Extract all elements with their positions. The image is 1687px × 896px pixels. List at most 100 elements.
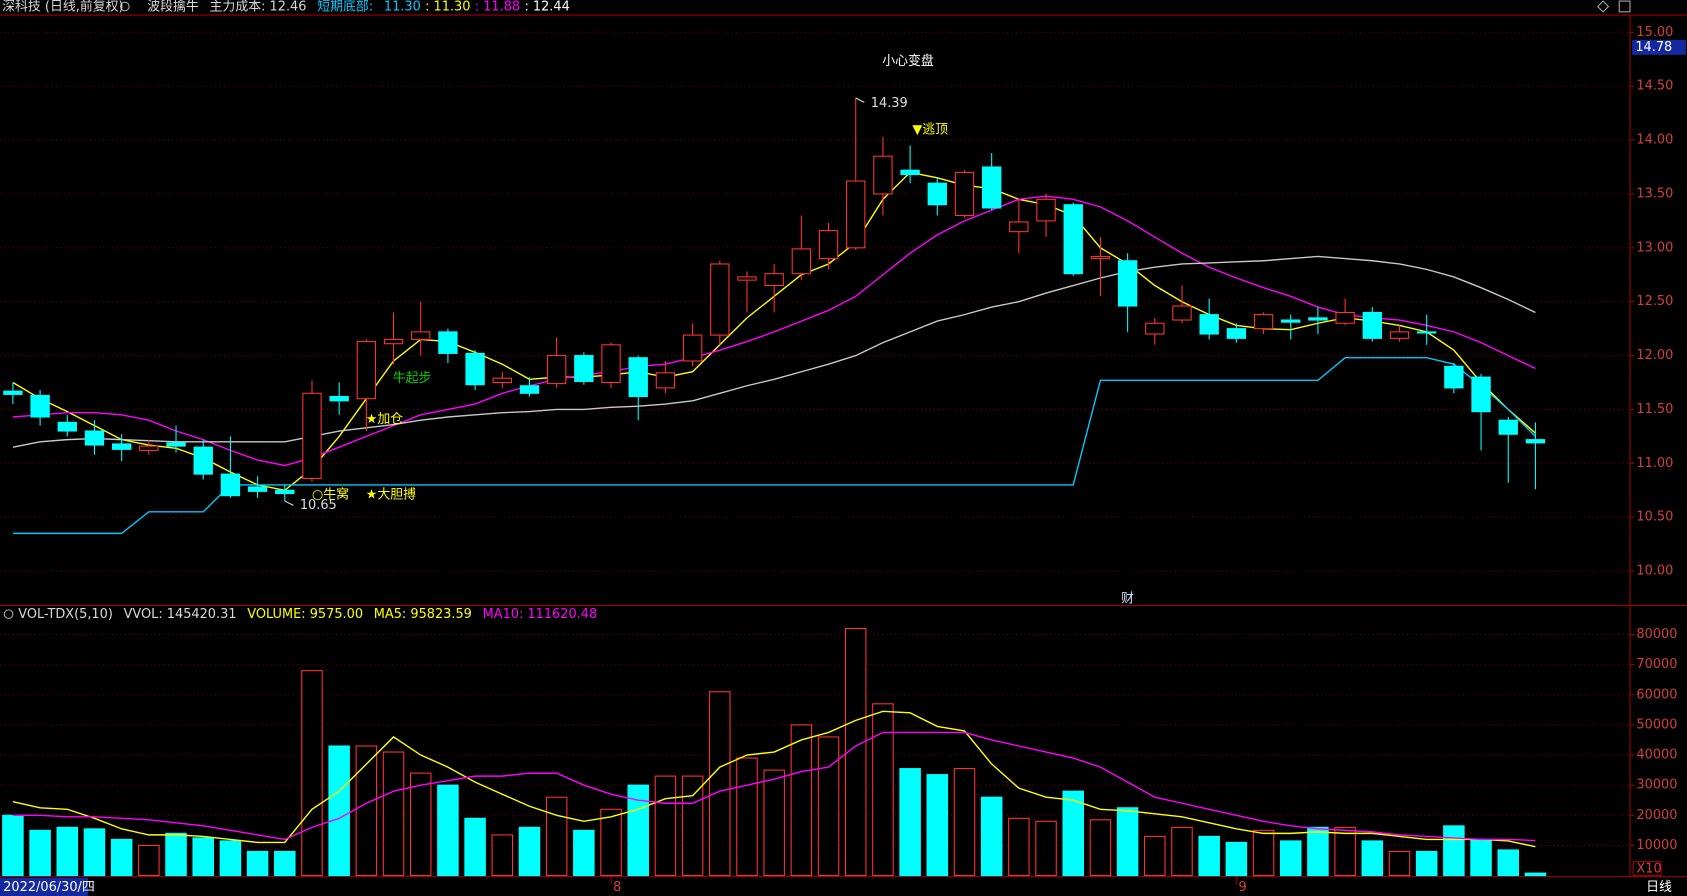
date-tag <box>0 877 89 896</box>
candle-body <box>30 394 50 418</box>
candle-body <box>275 489 295 495</box>
header-item: : 11.30 <box>425 0 470 14</box>
volume-bar <box>980 796 1003 877</box>
y-tick-label: 11.00 <box>1636 456 1673 471</box>
candle-body <box>954 171 975 217</box>
candle-body <box>1308 317 1328 321</box>
volume-bar <box>1198 835 1220 877</box>
candle-body <box>601 344 621 384</box>
volume-bar <box>274 850 296 877</box>
volume-bar <box>328 745 350 877</box>
indicator-icon[interactable] <box>119 1 130 12</box>
candle-body <box>302 392 322 479</box>
ma-line <box>12 255 1536 448</box>
candle-body <box>710 263 730 336</box>
volume-bar <box>110 838 133 877</box>
volume-bar <box>219 840 242 877</box>
zoom-label: X10 <box>1636 862 1661 877</box>
y-tick-label: 40000 <box>1636 748 1677 763</box>
volume-bar <box>518 826 541 877</box>
candle-body <box>1471 376 1491 413</box>
candle-body <box>682 334 703 362</box>
indicator-icon[interactable] <box>3 609 14 620</box>
low-label: 10.65 <box>300 498 337 513</box>
zoom-box <box>1632 861 1662 877</box>
candle-body <box>84 430 105 446</box>
volume-bar <box>600 808 622 877</box>
y-tick-label: 60000 <box>1636 687 1677 702</box>
y-tick-label: 10.00 <box>1636 564 1673 579</box>
volume-bar <box>1225 841 1248 877</box>
annotation: ▼逃顶 <box>912 123 948 138</box>
annotation: 牛起步 <box>393 371 432 386</box>
candle-body <box>329 395 349 402</box>
period-label: 日线 <box>1646 880 1672 895</box>
volume-bar <box>1443 825 1465 877</box>
candle-body <box>1389 331 1410 339</box>
header-item: MA5: 95823.59 <box>374 607 472 622</box>
candle-body <box>737 276 757 281</box>
volume-bar <box>1361 840 1384 877</box>
candle-body <box>1117 260 1138 307</box>
header-item: VOLUME: 9575.00 <box>247 607 363 622</box>
high-label: 14.39 <box>871 96 908 111</box>
volume-bar <box>953 768 976 877</box>
volume-bar <box>1035 820 1057 877</box>
y-tick-label: 15.00 <box>1636 25 1673 40</box>
header-item: MA10: 111620.48 <box>483 607 598 622</box>
volume-bar <box>1334 826 1356 877</box>
candle-body <box>383 338 404 345</box>
candle-body <box>220 473 241 497</box>
header-item: 深科技 (日线,前复权) <box>2 0 123 14</box>
candle-body <box>655 372 676 389</box>
volume-bar <box>736 757 758 877</box>
volume-bar <box>763 769 785 877</box>
volume-bar <box>1008 817 1030 877</box>
volume-bar <box>872 703 894 877</box>
volume-bar <box>437 784 459 877</box>
volume-bar <box>817 736 840 877</box>
candle-body <box>764 273 784 287</box>
header-item: : 11.88 <box>475 0 520 14</box>
candle-body <box>927 182 947 206</box>
candle-body <box>139 445 159 451</box>
volume-bar <box>1497 849 1519 877</box>
ma-line <box>12 357 1536 535</box>
ma-line <box>12 731 1536 842</box>
volume-bar <box>1089 819 1112 877</box>
volume-bar <box>1144 835 1166 877</box>
y-tick-label: 13.00 <box>1636 240 1673 255</box>
cursor-label: 14.78 <box>1635 40 1672 55</box>
volume-bar <box>926 774 949 877</box>
candle-body <box>1090 255 1111 260</box>
header-item: 主力成本: 12.46 <box>210 0 307 14</box>
candle-body <box>1199 314 1219 335</box>
candle-body <box>519 385 540 394</box>
volume-bar <box>165 832 187 877</box>
volume-bar <box>138 844 160 877</box>
candle-body <box>1498 419 1518 435</box>
cursor-tag <box>1632 39 1686 55</box>
candle-body <box>411 331 431 340</box>
layout-icon[interactable] <box>1618 0 1631 13</box>
x-tick-label: 8 <box>613 880 621 895</box>
candle-body <box>1172 305 1192 321</box>
candle-body <box>1226 328 1247 339</box>
candle-body <box>356 341 377 400</box>
candle-body <box>791 248 812 275</box>
header-item: VOL-TDX(5,10) <box>18 607 113 622</box>
volume-bar <box>654 775 677 877</box>
candle-body <box>166 442 186 447</box>
volume-bar <box>1252 829 1275 877</box>
volume-bar <box>491 834 514 877</box>
diamond-icon[interactable] <box>1596 0 1610 13</box>
candle-body <box>818 230 839 260</box>
y-tick-label: 12.00 <box>1636 348 1673 363</box>
candle-body <box>57 421 77 432</box>
candle-body <box>3 390 23 395</box>
volume-bar <box>681 775 704 877</box>
candle-body <box>1253 314 1274 330</box>
header-item: : 12.44 <box>524 0 569 14</box>
volume-bar <box>1470 838 1492 877</box>
